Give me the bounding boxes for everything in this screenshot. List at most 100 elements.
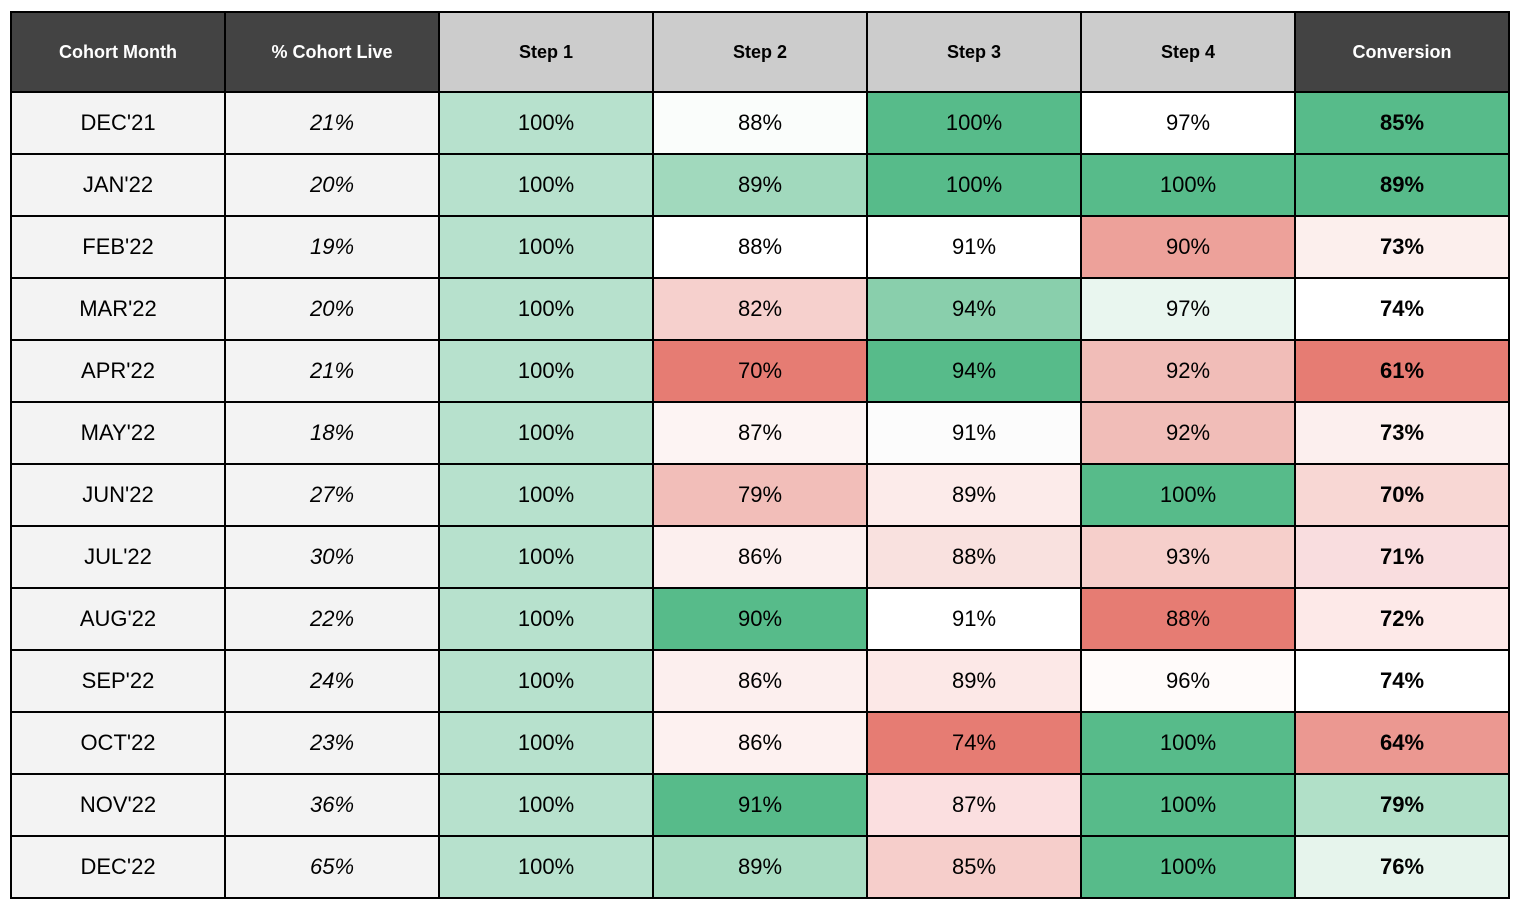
step-1-cell: 100% bbox=[438, 835, 654, 899]
step-1-cell: 100% bbox=[438, 773, 654, 837]
cohort-month-cell: OCT'22 bbox=[10, 711, 226, 775]
step-2-cell: 86% bbox=[652, 711, 868, 775]
table-row: DEC'21 21% 100% 88% 100% 97% 85% bbox=[10, 91, 1510, 155]
table-row: JAN'22 20% 100% 89% 100% 100% 89% bbox=[10, 153, 1510, 217]
cohort-month-cell: JUN'22 bbox=[10, 463, 226, 527]
step-1-cell: 100% bbox=[438, 91, 654, 155]
step-1-cell: 100% bbox=[438, 277, 654, 341]
step-4-cell: 100% bbox=[1080, 835, 1296, 899]
step-3-cell: 100% bbox=[866, 91, 1082, 155]
conversion-cell: 85% bbox=[1294, 91, 1510, 155]
conversion-cell: 74% bbox=[1294, 277, 1510, 341]
table-row: AUG'22 22% 100% 90% 91% 88% 72% bbox=[10, 587, 1510, 651]
cohort-live-cell: 21% bbox=[224, 91, 440, 155]
step-3-cell: 91% bbox=[866, 587, 1082, 651]
header-step-4: Step 4 bbox=[1080, 11, 1296, 93]
step-3-cell: 89% bbox=[866, 463, 1082, 527]
conversion-cell: 73% bbox=[1294, 215, 1510, 279]
step-3-cell: 89% bbox=[866, 649, 1082, 713]
cohort-live-cell: 22% bbox=[224, 587, 440, 651]
step-2-cell: 86% bbox=[652, 525, 868, 589]
step-1-cell: 100% bbox=[438, 153, 654, 217]
step-4-cell: 100% bbox=[1080, 153, 1296, 217]
step-2-cell: 86% bbox=[652, 649, 868, 713]
step-4-cell: 93% bbox=[1080, 525, 1296, 589]
cohort-live-cell: 36% bbox=[224, 773, 440, 837]
step-2-cell: 91% bbox=[652, 773, 868, 837]
cohort-month-cell: APR'22 bbox=[10, 339, 226, 403]
conversion-cell: 73% bbox=[1294, 401, 1510, 465]
header-step-3: Step 3 bbox=[866, 11, 1082, 93]
table-row: MAY'22 18% 100% 87% 91% 92% 73% bbox=[10, 401, 1510, 465]
step-2-cell: 89% bbox=[652, 835, 868, 899]
cohort-month-cell: JAN'22 bbox=[10, 153, 226, 217]
header-row: Cohort Month % Cohort Live Step 1 Step 2… bbox=[10, 11, 1510, 93]
step-2-cell: 88% bbox=[652, 215, 868, 279]
cohort-live-cell: 65% bbox=[224, 835, 440, 899]
cohort-live-cell: 30% bbox=[224, 525, 440, 589]
conversion-cell: 79% bbox=[1294, 773, 1510, 837]
step-2-cell: 90% bbox=[652, 587, 868, 651]
step-4-cell: 92% bbox=[1080, 339, 1296, 403]
step-1-cell: 100% bbox=[438, 401, 654, 465]
step-3-cell: 91% bbox=[866, 401, 1082, 465]
step-1-cell: 100% bbox=[438, 587, 654, 651]
table-row: DEC'22 65% 100% 89% 85% 100% 76% bbox=[10, 835, 1510, 899]
step-2-cell: 89% bbox=[652, 153, 868, 217]
cohort-month-cell: SEP'22 bbox=[10, 649, 226, 713]
table-row: JUL'22 30% 100% 86% 88% 93% 71% bbox=[10, 525, 1510, 589]
step-1-cell: 100% bbox=[438, 649, 654, 713]
cohort-month-cell: NOV'22 bbox=[10, 773, 226, 837]
header-cohort-month: Cohort Month bbox=[10, 11, 226, 93]
conversion-cell: 89% bbox=[1294, 153, 1510, 217]
cohort-live-cell: 21% bbox=[224, 339, 440, 403]
cohort-live-cell: 18% bbox=[224, 401, 440, 465]
header-step-2: Step 2 bbox=[652, 11, 868, 93]
step-4-cell: 90% bbox=[1080, 215, 1296, 279]
conversion-cell: 76% bbox=[1294, 835, 1510, 899]
step-3-cell: 74% bbox=[866, 711, 1082, 775]
cohort-month-cell: AUG'22 bbox=[10, 587, 226, 651]
step-3-cell: 85% bbox=[866, 835, 1082, 899]
cohort-live-cell: 19% bbox=[224, 215, 440, 279]
header-step-1: Step 1 bbox=[438, 11, 654, 93]
conversion-cell: 61% bbox=[1294, 339, 1510, 403]
cohort-live-cell: 20% bbox=[224, 277, 440, 341]
header-conversion: Conversion bbox=[1294, 11, 1510, 93]
step-4-cell: 97% bbox=[1080, 91, 1296, 155]
step-1-cell: 100% bbox=[438, 339, 654, 403]
table-row: APR'22 21% 100% 70% 94% 92% 61% bbox=[10, 339, 1510, 403]
conversion-cell: 74% bbox=[1294, 649, 1510, 713]
conversion-cell: 64% bbox=[1294, 711, 1510, 775]
step-2-cell: 88% bbox=[652, 91, 868, 155]
conversion-cell: 71% bbox=[1294, 525, 1510, 589]
cohort-month-cell: DEC'22 bbox=[10, 835, 226, 899]
step-4-cell: 100% bbox=[1080, 773, 1296, 837]
step-1-cell: 100% bbox=[438, 463, 654, 527]
table-row: JUN'22 27% 100% 79% 89% 100% 70% bbox=[10, 463, 1510, 527]
step-3-cell: 91% bbox=[866, 215, 1082, 279]
step-1-cell: 100% bbox=[438, 711, 654, 775]
step-2-cell: 87% bbox=[652, 401, 868, 465]
step-1-cell: 100% bbox=[438, 525, 654, 589]
cohort-month-cell: MAR'22 bbox=[10, 277, 226, 341]
step-3-cell: 87% bbox=[866, 773, 1082, 837]
table-body: DEC'21 21% 100% 88% 100% 97% 85% JAN'22 20% 100% 8… bbox=[10, 91, 1510, 899]
step-3-cell: 94% bbox=[866, 277, 1082, 341]
step-4-cell: 100% bbox=[1080, 711, 1296, 775]
table-row: SEP'22 24% 100% 86% 89% 96% 74% bbox=[10, 649, 1510, 713]
table-row: MAR'22 20% 100% 82% 94% 97% 74% bbox=[10, 277, 1510, 341]
step-4-cell: 88% bbox=[1080, 587, 1296, 651]
step-4-cell: 100% bbox=[1080, 463, 1296, 527]
cohort-month-cell: DEC'21 bbox=[10, 91, 226, 155]
step-1-cell: 100% bbox=[438, 215, 654, 279]
cohort-conversion-table: Cohort Month % Cohort Live Step 1 Step 2… bbox=[10, 11, 1510, 899]
step-3-cell: 88% bbox=[866, 525, 1082, 589]
step-4-cell: 96% bbox=[1080, 649, 1296, 713]
cohort-live-cell: 20% bbox=[224, 153, 440, 217]
table-row: OCT'22 23% 100% 86% 74% 100% 64% bbox=[10, 711, 1510, 775]
table-row: NOV'22 36% 100% 91% 87% 100% 79% bbox=[10, 773, 1510, 837]
step-3-cell: 100% bbox=[866, 153, 1082, 217]
cohort-live-cell: 23% bbox=[224, 711, 440, 775]
cohort-month-cell: FEB'22 bbox=[10, 215, 226, 279]
